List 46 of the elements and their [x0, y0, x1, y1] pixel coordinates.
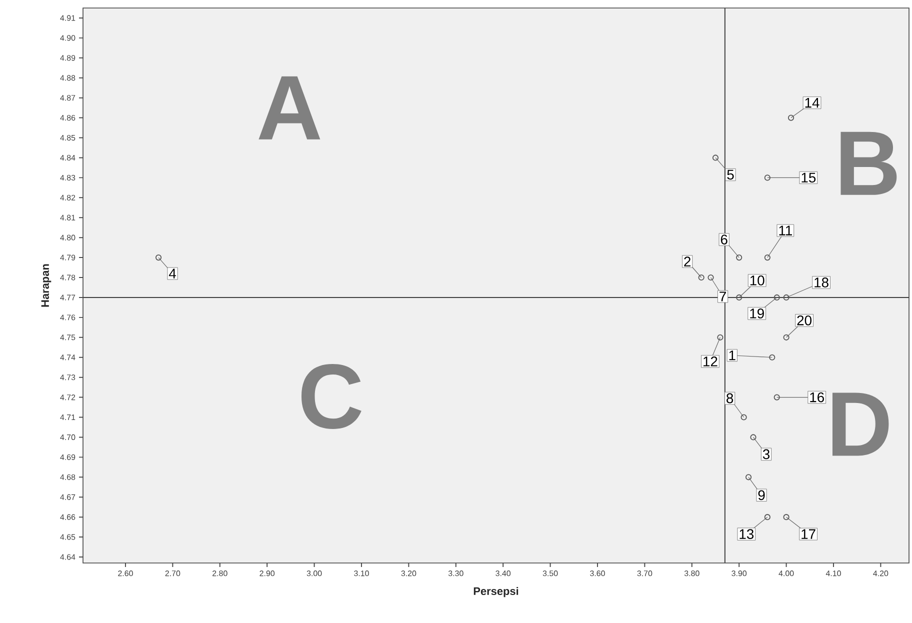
point — [764, 514, 770, 520]
point — [155, 254, 162, 261]
annotation: D — [832, 392, 889, 456]
annotation: 12 — [704, 356, 718, 366]
annotation: A — [258, 76, 320, 140]
annotation: C — [301, 364, 362, 429]
point — [769, 354, 776, 360]
point — [774, 394, 780, 400]
annotation: 5 — [727, 170, 734, 180]
annotation: 17 — [802, 529, 816, 539]
annotation: 13 — [740, 529, 754, 540]
annotation: 3 — [762, 449, 770, 460]
annotation: 9 — [758, 490, 765, 500]
annotation: B — [840, 132, 897, 195]
point — [736, 254, 742, 261]
annotation: 18 — [814, 278, 828, 288]
annotation: 4 — [168, 268, 176, 278]
annotation: 14 — [805, 98, 820, 108]
annotation: 10 — [750, 276, 764, 286]
annotation: 7 — [720, 292, 726, 302]
point — [708, 274, 714, 281]
annotation: 20 — [797, 315, 812, 326]
annotation: 15 — [802, 172, 816, 183]
point — [774, 294, 780, 301]
point — [783, 294, 790, 301]
point — [750, 434, 756, 440]
annotation: 2 — [684, 256, 691, 266]
x-axis-title: Persepsi — [474, 586, 518, 598]
annotation: 6 — [720, 234, 728, 244]
point — [764, 174, 770, 181]
point — [698, 274, 704, 281]
annotation: 11 — [779, 226, 792, 236]
point — [740, 414, 747, 420]
annotation: 16 — [810, 392, 824, 402]
point — [788, 114, 794, 121]
point — [745, 474, 752, 480]
y-axis-title: Harapan — [41, 264, 52, 307]
point — [736, 294, 742, 301]
point — [764, 254, 770, 261]
annotation: 8 — [726, 393, 734, 404]
annotation: 1 — [729, 350, 736, 360]
point — [717, 334, 724, 340]
point — [783, 514, 790, 520]
point — [783, 334, 790, 340]
annotation: 19 — [750, 308, 764, 318]
point — [712, 154, 719, 161]
